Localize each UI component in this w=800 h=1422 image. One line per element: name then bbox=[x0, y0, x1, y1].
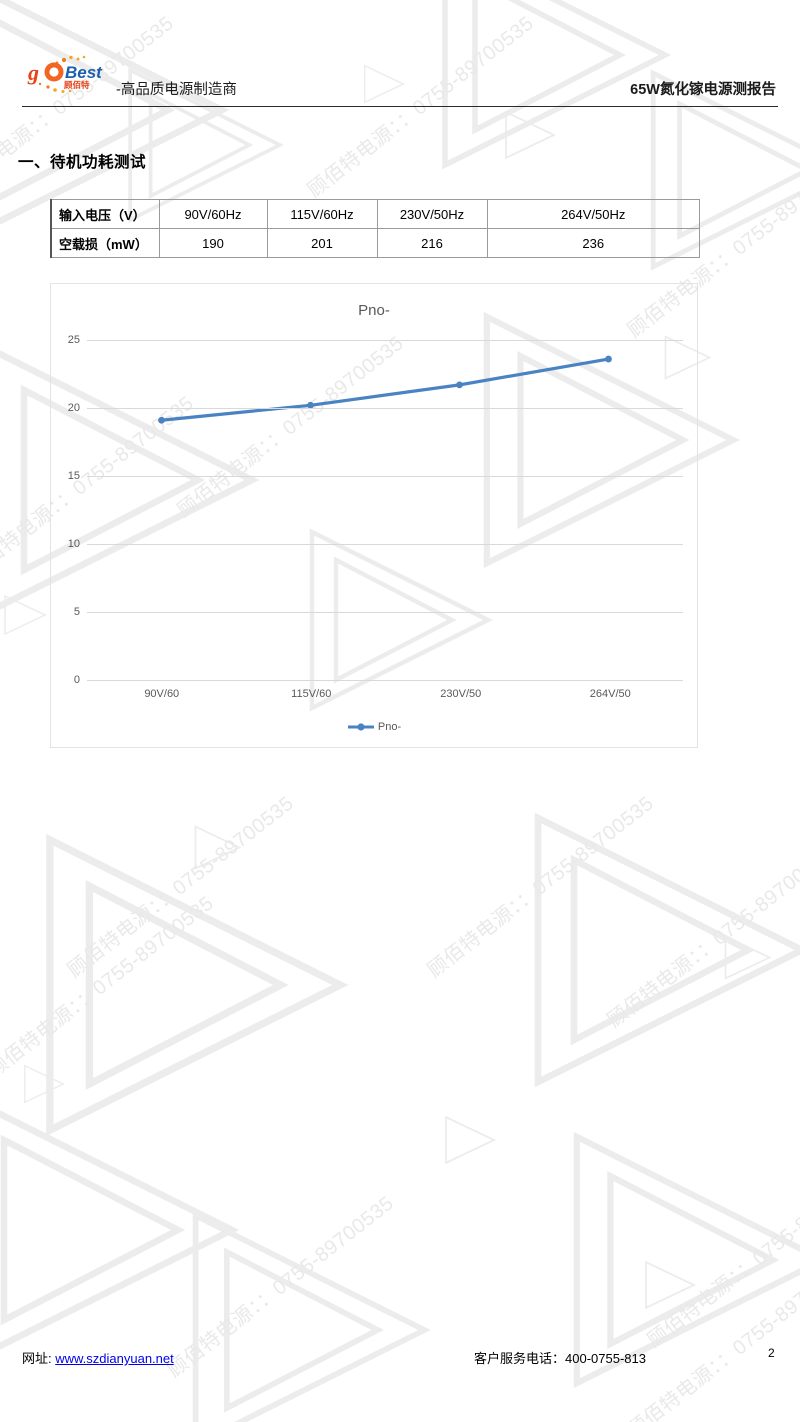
watermark-triangle-icon bbox=[30, 820, 360, 1150]
chart-title: Pno- bbox=[358, 302, 390, 319]
footer-website-label: 网址: bbox=[22, 1351, 56, 1366]
chart-plot-area: 0 5 10 15 20 25 90V/60 115V/60 230V/50 264V/50 bbox=[68, 334, 683, 700]
watermark-triangle-icon bbox=[520, 800, 800, 1100]
watermark-triangle-icon bbox=[0, 1080, 250, 1380]
standby-power-table: 输入电压（V） 90V/60Hz 115V/60Hz 230V/50Hz 264… bbox=[50, 199, 700, 258]
header-divider bbox=[22, 106, 778, 107]
chart-y-tick-label: 15 bbox=[67, 470, 80, 482]
footer-website-link[interactable]: www.szdianyuan.net bbox=[55, 1351, 174, 1366]
watermark-triangle-icon bbox=[20, 1060, 68, 1108]
chart-gridline bbox=[87, 340, 683, 341]
svg-text:顾佰特: 顾佰特 bbox=[64, 80, 90, 90]
table-cell: 90V/60Hz bbox=[158, 199, 268, 229]
watermark-triangle-icon bbox=[180, 1200, 440, 1422]
watermark-text: 顾佰特电源：：0755-89700535 bbox=[603, 842, 800, 1033]
chart-y-tick-label: 0 bbox=[73, 674, 80, 686]
pno-line-chart: Pno- 0 5 10 15 20 25 90V/60 115V/60 230V/50 264V/… bbox=[50, 283, 698, 748]
svg-text:g: g bbox=[27, 60, 39, 85]
chart-x-tick-label: 90V/60 bbox=[144, 688, 180, 700]
watermark-triangle-icon bbox=[440, 1110, 500, 1170]
chart-gridline bbox=[87, 680, 683, 681]
table-row: 输入电压（V） 90V/60Hz 115V/60Hz 230V/50Hz 264… bbox=[50, 199, 700, 229]
footer-service-phone: 客户服务电话：400-0755-813 bbox=[474, 1351, 646, 1366]
watermark-text: 顾佰特电源：：0755-89700535 bbox=[643, 1162, 800, 1353]
table-cell: 216 bbox=[376, 228, 488, 258]
chart-y-tick-label: 5 bbox=[73, 606, 80, 618]
table-row-label: 空载损（mW） bbox=[50, 228, 160, 258]
chart-gridline bbox=[87, 408, 683, 409]
chart-y-tick-label: 10 bbox=[67, 538, 80, 550]
table-cell: 201 bbox=[266, 228, 378, 258]
chart-series-line bbox=[158, 355, 612, 424]
legend-label: Pno- bbox=[377, 721, 402, 733]
table-cell: 264V/50Hz bbox=[486, 199, 700, 229]
chart-legend: Pno- bbox=[51, 721, 697, 733]
watermark-text: 顾佰特电源：：0755-89700535 bbox=[423, 792, 658, 983]
chart-x-tick-label: 264V/50 bbox=[589, 688, 631, 700]
watermark-triangle-icon bbox=[500, 105, 560, 165]
footer-website: 网址: www.szdianyuan.net bbox=[22, 1348, 174, 1367]
page-title: 一、待机功耗测试 bbox=[18, 154, 147, 171]
gobest-logo-icon: g Best 顾佰特 bbox=[24, 54, 120, 96]
chart-x-tick-label: 230V/50 bbox=[440, 688, 482, 700]
chart-x-tick-label: 115V/60 bbox=[291, 688, 332, 700]
footer-page-number: 2 bbox=[768, 1346, 775, 1360]
watermark-triangle-icon bbox=[190, 820, 245, 875]
header-tagline: -高品质电源制造商 bbox=[116, 82, 237, 98]
chart-y-tick-label: 20 bbox=[67, 402, 80, 414]
table-row: 空载损（mW） 190 201 216 236 bbox=[50, 228, 700, 258]
watermark-text: 顾佰特电源：：0755-89700535 bbox=[63, 792, 298, 983]
chart-y-tick-label: 25 bbox=[67, 334, 80, 346]
table-row-label: 输入电压（V） bbox=[50, 199, 160, 229]
table-cell: 190 bbox=[158, 228, 268, 258]
header-document-title: 65W氮化镓电源测报告 bbox=[630, 82, 776, 98]
chart-gridline bbox=[87, 476, 683, 477]
watermark-triangle-icon bbox=[720, 930, 775, 985]
table-cell: 236 bbox=[486, 228, 700, 258]
table-cell: 230V/50Hz bbox=[376, 199, 488, 229]
legend-marker-icon bbox=[347, 723, 374, 731]
watermark-triangle-icon bbox=[0, 590, 50, 640]
chart-gridline bbox=[87, 544, 683, 545]
chart-gridline bbox=[87, 612, 683, 613]
watermark-text: 顾佰特电源：：0755-89700535 bbox=[623, 1252, 800, 1422]
table-cell: 115V/60Hz bbox=[266, 199, 378, 229]
watermark-triangle-icon bbox=[640, 1255, 700, 1315]
watermark-text: 顾佰特电源：：0755-89700535 bbox=[0, 892, 218, 1083]
document-header: g Best 顾佰特 -高品质电源制造商 65W氮化镓电源测报告 bbox=[0, 46, 800, 110]
document-footer: 网址: www.szdianyuan.net 客户服务电话：400-0755-8… bbox=[0, 1340, 800, 1380]
